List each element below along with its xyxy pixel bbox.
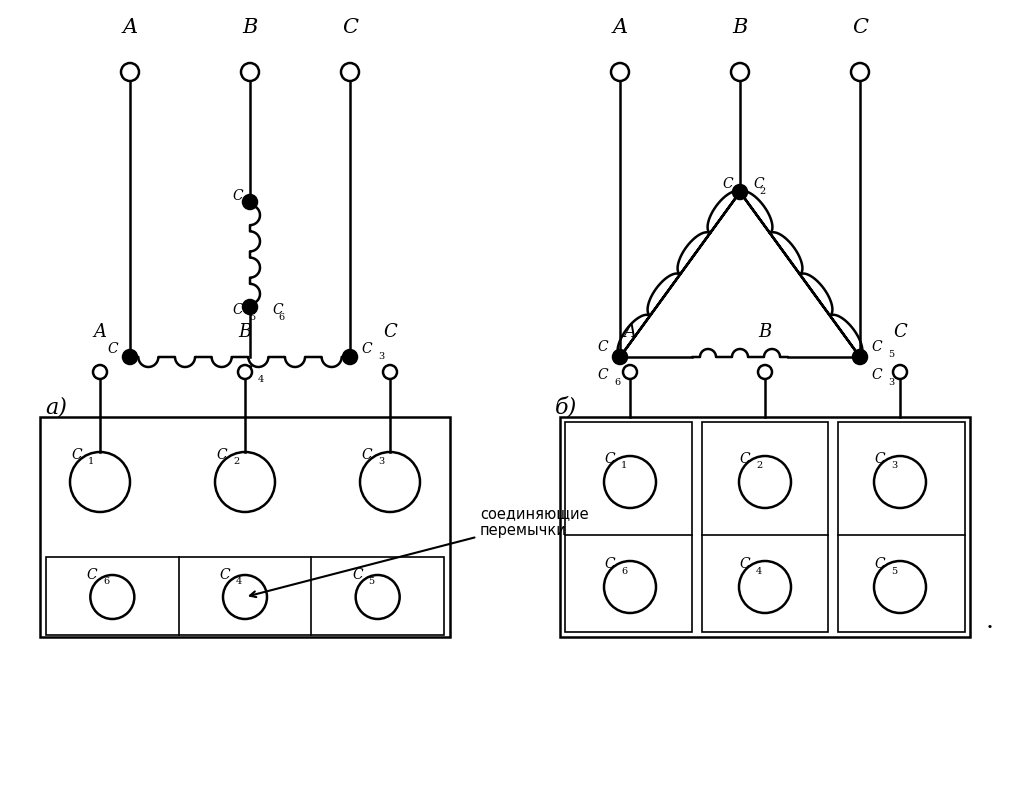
Text: A: A xyxy=(93,323,106,341)
Text: C: C xyxy=(739,452,750,466)
Circle shape xyxy=(893,365,907,379)
Text: 3: 3 xyxy=(891,462,897,470)
Text: C: C xyxy=(361,448,372,462)
Text: 2: 2 xyxy=(756,462,762,470)
Text: C: C xyxy=(361,342,372,356)
Text: C: C xyxy=(871,368,882,382)
Circle shape xyxy=(731,63,749,81)
Text: C: C xyxy=(739,557,750,571)
Text: C: C xyxy=(219,568,230,582)
Circle shape xyxy=(243,300,257,314)
Text: 6: 6 xyxy=(278,313,284,322)
Text: C: C xyxy=(871,340,882,354)
Text: C: C xyxy=(722,177,733,191)
Circle shape xyxy=(93,365,106,379)
Text: C: C xyxy=(72,448,82,462)
Bar xyxy=(560,417,970,637)
Text: C: C xyxy=(874,557,885,571)
Text: C: C xyxy=(216,448,227,462)
Bar xyxy=(701,422,828,632)
Text: C: C xyxy=(893,323,907,341)
Circle shape xyxy=(383,365,397,379)
Circle shape xyxy=(758,365,772,379)
Text: 2: 2 xyxy=(233,458,240,466)
Text: C: C xyxy=(108,342,118,356)
Text: C: C xyxy=(232,303,243,317)
Text: B: B xyxy=(732,17,748,36)
Circle shape xyxy=(733,185,746,199)
Text: C: C xyxy=(852,17,868,36)
Text: 1: 1 xyxy=(124,352,130,360)
Text: C: C xyxy=(597,368,608,382)
Circle shape xyxy=(343,350,357,364)
Text: C: C xyxy=(597,340,608,354)
Text: 6: 6 xyxy=(621,566,627,576)
Circle shape xyxy=(851,63,869,81)
Bar xyxy=(46,557,444,635)
Text: C: C xyxy=(604,557,615,571)
Text: 5: 5 xyxy=(369,577,375,587)
Text: 2: 2 xyxy=(249,199,255,208)
Text: B: B xyxy=(759,323,772,341)
Text: A: A xyxy=(624,323,637,341)
Text: A: A xyxy=(612,17,628,36)
Text: B: B xyxy=(239,323,252,341)
Text: 3: 3 xyxy=(378,352,384,360)
Text: C: C xyxy=(383,323,397,341)
Text: соединяющие
перемычки: соединяющие перемычки xyxy=(250,506,589,597)
Circle shape xyxy=(243,195,257,209)
Circle shape xyxy=(121,63,139,81)
Circle shape xyxy=(238,365,252,379)
Text: C: C xyxy=(272,303,283,317)
Text: 1: 1 xyxy=(88,458,94,466)
Circle shape xyxy=(123,350,137,364)
Circle shape xyxy=(853,350,867,364)
Circle shape xyxy=(341,63,359,81)
Text: C: C xyxy=(874,452,885,466)
Text: б): б) xyxy=(555,396,578,418)
Bar xyxy=(40,417,450,637)
Circle shape xyxy=(613,350,627,364)
Text: C: C xyxy=(604,452,615,466)
Text: 5: 5 xyxy=(891,566,897,576)
Bar xyxy=(565,422,691,632)
Circle shape xyxy=(241,63,259,81)
Text: а): а) xyxy=(45,396,67,418)
Text: 4: 4 xyxy=(739,186,745,196)
Text: 4: 4 xyxy=(236,577,243,587)
Text: C: C xyxy=(242,365,252,379)
Text: 1: 1 xyxy=(614,349,621,359)
Circle shape xyxy=(623,365,637,379)
Text: 3: 3 xyxy=(888,378,894,386)
Text: C: C xyxy=(352,568,362,582)
Text: 4: 4 xyxy=(756,566,762,576)
Text: 1: 1 xyxy=(621,462,628,470)
Text: .: . xyxy=(986,611,994,634)
Text: C: C xyxy=(753,177,764,191)
Circle shape xyxy=(611,63,629,81)
Text: 5: 5 xyxy=(249,313,255,322)
Text: B: B xyxy=(243,17,258,36)
Text: 6: 6 xyxy=(614,378,621,386)
Text: 3: 3 xyxy=(378,458,384,466)
Text: 2: 2 xyxy=(759,186,765,196)
Text: C: C xyxy=(232,189,243,203)
Text: C: C xyxy=(342,17,358,36)
Text: 5: 5 xyxy=(888,349,894,359)
Bar xyxy=(839,422,965,632)
Text: 4: 4 xyxy=(258,375,264,383)
Text: 6: 6 xyxy=(103,577,110,587)
Text: C: C xyxy=(87,568,97,582)
Text: A: A xyxy=(123,17,137,36)
